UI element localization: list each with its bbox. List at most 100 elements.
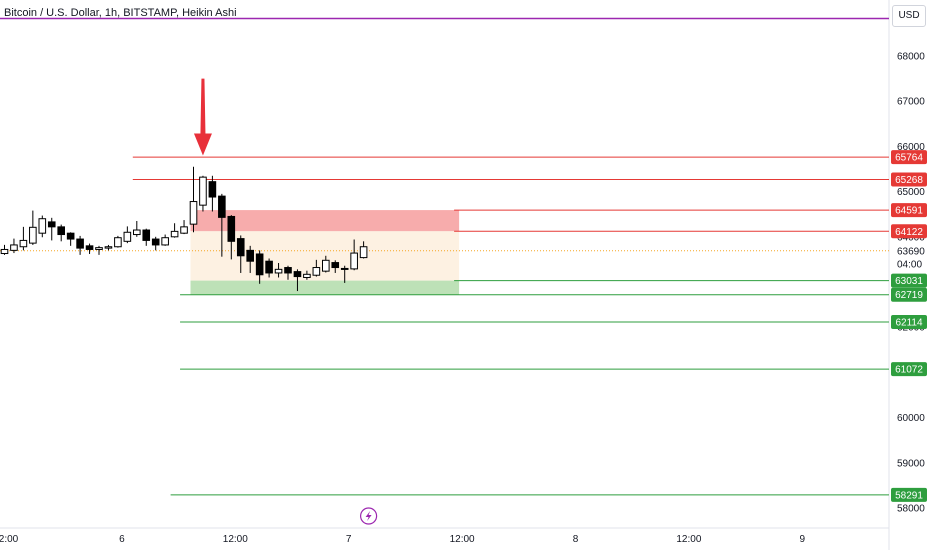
price-badge: 62114: [891, 315, 927, 330]
candle: [227, 215, 236, 260]
candle-body: [359, 246, 368, 259]
candle-body: [57, 226, 66, 236]
x-tick-label: 6: [119, 534, 125, 545]
candle: [66, 232, 75, 246]
price-badge-label: 62719: [895, 290, 923, 301]
candle: [161, 234, 169, 246]
candle-body: [303, 273, 311, 278]
candle-body: [19, 239, 28, 248]
candle: [76, 235, 84, 255]
candle-body: [104, 246, 113, 249]
price-badge-label: 62114: [895, 318, 923, 329]
candle: [312, 259, 321, 277]
candle: [19, 226, 28, 251]
candle-body: [331, 262, 340, 269]
candle-body: [29, 226, 37, 244]
candle: [284, 265, 292, 280]
middle-zone: [190, 231, 460, 281]
candles: [0, 166, 368, 292]
candle-body: [246, 249, 254, 262]
candle: [10, 238, 18, 254]
candle-body: [161, 237, 169, 246]
candle: [57, 224, 66, 242]
candle-body: [170, 230, 179, 238]
candle-body: [284, 267, 292, 274]
chart-title: Bitcoin / U.S. Dollar, 1h, BITSTAMP, Hei…: [4, 7, 237, 19]
candle: [0, 244, 9, 255]
price-badge-label: 64122: [895, 227, 923, 238]
candle: [350, 239, 358, 271]
candle-body: [76, 238, 84, 249]
candle-body: [123, 231, 132, 242]
candle-body: [180, 226, 188, 234]
candle-body: [236, 238, 245, 257]
y-tick-label: 59000: [897, 458, 925, 469]
candle: [340, 265, 349, 283]
y-tick-label: 68000: [897, 52, 925, 63]
y-tick-label: 60000: [897, 413, 925, 424]
candle: [322, 255, 330, 273]
y-tick-label: 67000: [897, 97, 925, 108]
x-tick-label: 9: [800, 534, 806, 545]
candle-body: [85, 245, 94, 250]
currency-button[interactable]: USD: [892, 5, 926, 27]
price-badge: 64591: [891, 203, 927, 218]
price-badge: 65764: [891, 150, 927, 165]
candle: [133, 220, 141, 237]
x-tick-label: 8: [573, 534, 579, 545]
candle-body: [293, 271, 302, 278]
candle-body: [0, 248, 9, 255]
candle: [114, 235, 122, 248]
candle-body: [322, 259, 330, 272]
candle: [189, 166, 198, 233]
price-badge: 65268: [891, 172, 927, 187]
x-tick-label: 7: [346, 534, 352, 545]
x-tick-label: 12:00: [223, 534, 248, 545]
price-badges: 65764 65268 64591 64122 63031 62719 62114 61072…: [891, 150, 927, 502]
candle: [255, 250, 264, 284]
current-price-label: 63690: [897, 246, 925, 257]
candle: [236, 235, 245, 273]
candle: [293, 269, 302, 292]
candle: [303, 270, 311, 280]
price-badge: 63031: [891, 273, 927, 288]
candle-body: [142, 229, 151, 241]
candle: [123, 226, 132, 244]
candle-body: [255, 253, 264, 276]
x-axis-ticks: 2:00 6 12:00 7 12:00 8 12:00 9: [0, 534, 806, 545]
candle: [29, 210, 37, 245]
candle-body: [10, 244, 18, 251]
candle-body: [95, 247, 103, 250]
candle: [265, 258, 273, 278]
price-badge: 64122: [891, 224, 927, 239]
lightning-bolt: [365, 511, 372, 521]
candle: [246, 245, 254, 273]
x-tick-label: 12:00: [450, 534, 475, 545]
candle: [85, 243, 94, 254]
price-badge-label: 61072: [895, 365, 923, 376]
candle: [199, 175, 207, 212]
candle-body: [151, 238, 160, 246]
down-arrow-marker: [193, 78, 212, 156]
candle: [95, 245, 103, 255]
candle: [208, 175, 217, 212]
candle: [47, 217, 56, 241]
price-badge-bg: [891, 315, 927, 330]
candle: [104, 244, 113, 251]
candle-body: [312, 267, 321, 276]
candle-body: [38, 218, 47, 234]
candle-body: [350, 252, 358, 270]
candle-body: [208, 181, 217, 198]
candle: [38, 215, 47, 238]
candle-body: [199, 176, 207, 206]
price-badge-bg: [891, 172, 927, 187]
candle: [274, 263, 283, 278]
price-badge-bg: [891, 287, 927, 302]
candle-body: [133, 229, 141, 236]
candle: [218, 193, 226, 257]
price-badge-label: 64591: [895, 206, 923, 217]
candle-body: [114, 237, 122, 248]
price-badge: 61072: [891, 362, 927, 377]
